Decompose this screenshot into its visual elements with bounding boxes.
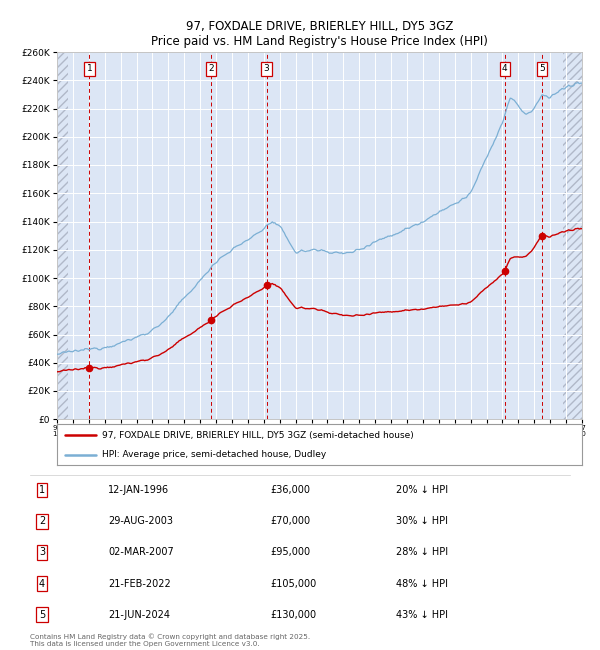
Text: 43% ↓ HPI: 43% ↓ HPI [396, 610, 448, 619]
Text: 4: 4 [502, 64, 508, 73]
Text: 20% ↓ HPI: 20% ↓ HPI [396, 485, 448, 495]
Text: £36,000: £36,000 [270, 485, 310, 495]
Text: £105,000: £105,000 [270, 578, 316, 588]
Text: 12-JAN-1996: 12-JAN-1996 [108, 485, 169, 495]
Text: 21-FEB-2022: 21-FEB-2022 [108, 578, 171, 588]
Text: 1: 1 [86, 64, 92, 73]
Text: 97, FOXDALE DRIVE, BRIERLEY HILL, DY5 3GZ (semi-detached house): 97, FOXDALE DRIVE, BRIERLEY HILL, DY5 3G… [101, 431, 413, 440]
Text: 2: 2 [208, 64, 214, 73]
Text: £70,000: £70,000 [270, 516, 310, 526]
Text: 5: 5 [539, 64, 545, 73]
Text: £130,000: £130,000 [270, 610, 316, 619]
Title: 97, FOXDALE DRIVE, BRIERLEY HILL, DY5 3GZ
Price paid vs. HM Land Registry's Hous: 97, FOXDALE DRIVE, BRIERLEY HILL, DY5 3G… [151, 20, 488, 48]
Text: 29-AUG-2003: 29-AUG-2003 [108, 516, 173, 526]
Text: 48% ↓ HPI: 48% ↓ HPI [396, 578, 448, 588]
Text: 28% ↓ HPI: 28% ↓ HPI [396, 547, 448, 557]
Text: 5: 5 [39, 610, 45, 619]
Text: 21-JUN-2024: 21-JUN-2024 [108, 610, 170, 619]
Text: 02-MAR-2007: 02-MAR-2007 [108, 547, 174, 557]
Text: 30% ↓ HPI: 30% ↓ HPI [396, 516, 448, 526]
Text: Contains HM Land Registry data © Crown copyright and database right 2025.
This d: Contains HM Land Registry data © Crown c… [30, 633, 310, 647]
Text: 2: 2 [39, 516, 45, 526]
Text: £95,000: £95,000 [270, 547, 310, 557]
Text: HPI: Average price, semi-detached house, Dudley: HPI: Average price, semi-detached house,… [101, 450, 326, 459]
Text: 3: 3 [263, 64, 269, 73]
Text: 4: 4 [39, 578, 45, 588]
Text: 3: 3 [39, 547, 45, 557]
Text: 1: 1 [39, 485, 45, 495]
